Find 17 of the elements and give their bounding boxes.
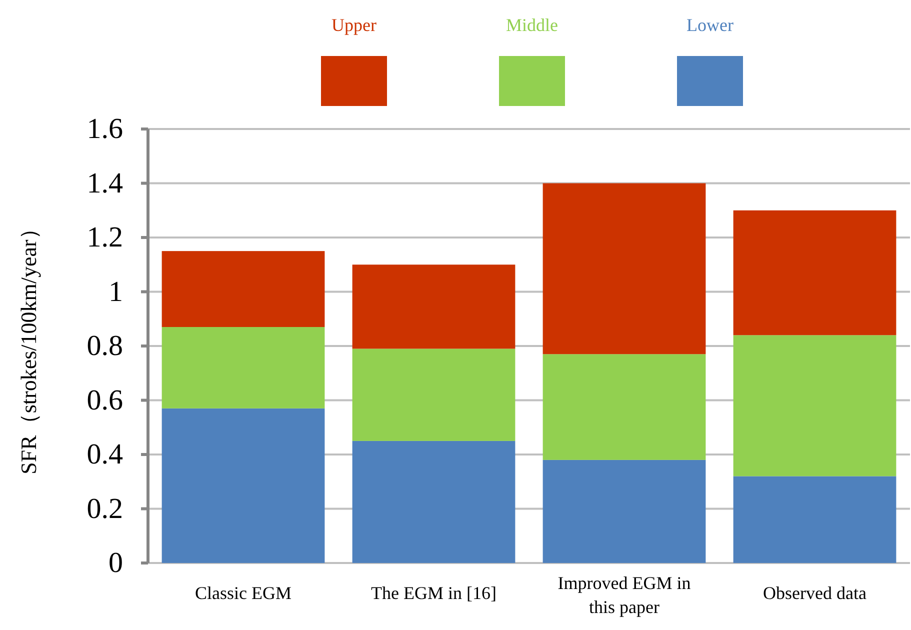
y-tick-label: 0.2 xyxy=(86,492,123,525)
x-tick-label: Improved EGM in this paper xyxy=(558,573,691,617)
legend-item: Upper xyxy=(321,15,387,106)
y-tick-label: 1 xyxy=(108,276,123,308)
y-tick-label: 0 xyxy=(108,547,123,579)
legend-item: Middle xyxy=(499,15,565,106)
y-tick-label: 0.8 xyxy=(86,330,123,362)
y-tick-label: 0.6 xyxy=(86,384,123,416)
y-tick-label: 1.4 xyxy=(86,167,124,200)
y-tick-label: 1.6 xyxy=(86,113,123,145)
x-tick-label: Classic EGM xyxy=(195,583,292,603)
y-tick-label: 1.2 xyxy=(86,222,123,254)
legend-item: Lower xyxy=(677,15,743,106)
x-tick-label: Observed data xyxy=(763,583,866,603)
y-tick-label: 0.4 xyxy=(86,438,124,470)
x-tick-label: The EGM in [16] xyxy=(371,583,496,603)
y-axis-title: SFR（strokes/100km/year） xyxy=(16,218,41,474)
